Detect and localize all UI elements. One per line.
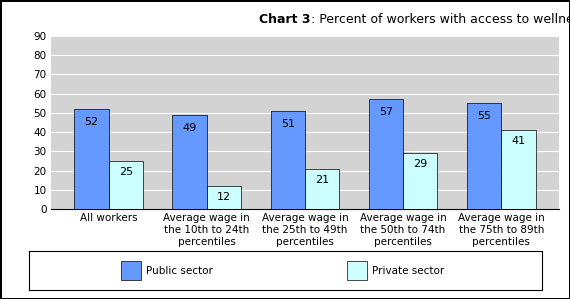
Bar [369,100,403,209]
Text: 51: 51 [281,119,295,129]
Bar [403,153,437,209]
Bar [109,161,143,209]
Bar [271,111,305,209]
Bar [173,115,207,209]
Text: 21: 21 [315,175,329,184]
Text: Private sector: Private sector [372,266,445,276]
Bar [305,169,339,209]
Text: 29: 29 [413,159,428,169]
Text: Public sector: Public sector [146,266,213,276]
Bar [501,130,536,209]
Text: 52: 52 [84,117,99,127]
Text: 12: 12 [217,192,231,202]
Text: 49: 49 [182,123,197,132]
Bar [467,103,501,209]
Bar [74,109,109,209]
Bar [207,186,241,209]
Text: 57: 57 [379,107,393,117]
FancyBboxPatch shape [347,261,367,280]
Text: 41: 41 [511,136,526,146]
Text: 55: 55 [477,111,491,121]
Text: Chart 3: Chart 3 [259,13,311,26]
Text: 25: 25 [119,167,133,177]
FancyBboxPatch shape [121,261,141,280]
Text: : Percent of workers with access to wellness programs by percentile group, 2008: : Percent of workers with access to well… [311,13,570,26]
